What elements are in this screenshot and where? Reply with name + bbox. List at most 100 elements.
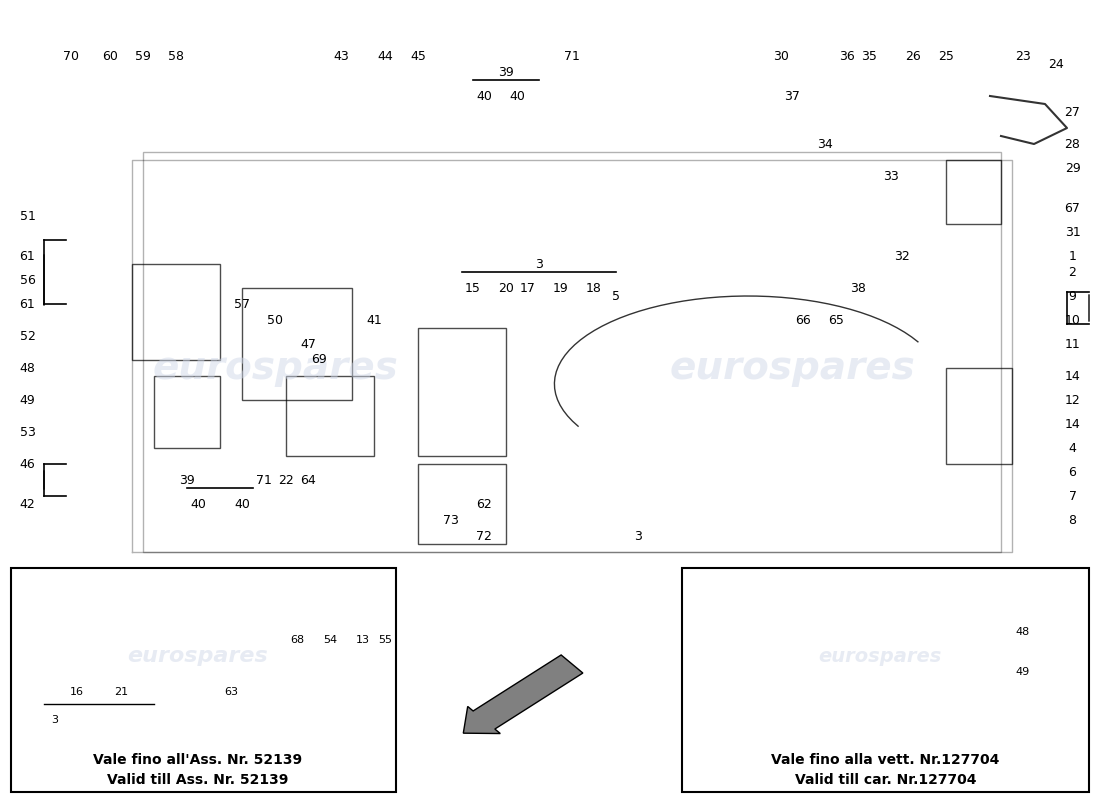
Text: 33: 33 [883, 170, 899, 182]
Text: 11: 11 [1065, 338, 1080, 350]
Bar [132, 264, 220, 360]
Text: 14: 14 [1065, 418, 1080, 430]
Bar [946, 160, 1001, 224]
Text: 20: 20 [498, 282, 514, 294]
Text: Vale fino all'Ass. Nr. 52139: Vale fino all'Ass. Nr. 52139 [94, 753, 302, 767]
Text: 35: 35 [861, 50, 877, 62]
Text: 49: 49 [20, 394, 35, 406]
Text: eurospares: eurospares [128, 646, 268, 666]
Bar [946, 368, 1012, 464]
Text: 62: 62 [476, 498, 492, 510]
Text: 3: 3 [634, 530, 642, 542]
Text: 66: 66 [795, 314, 811, 326]
Text: 53: 53 [20, 426, 35, 438]
Text: 4: 4 [1068, 442, 1077, 454]
Text: 61: 61 [20, 250, 35, 262]
Text: eurospares: eurospares [818, 646, 942, 666]
Text: 54: 54 [323, 635, 337, 645]
Text: 24: 24 [1048, 58, 1064, 70]
Text: 39: 39 [179, 474, 195, 486]
Text: 40: 40 [509, 90, 525, 102]
Text: 16: 16 [70, 687, 84, 697]
Text: 36: 36 [839, 50, 855, 62]
Text: 59: 59 [135, 50, 151, 62]
Text: 29: 29 [1065, 162, 1080, 174]
Text: 3: 3 [52, 715, 58, 725]
Text: 64: 64 [300, 474, 316, 486]
Text: 40: 40 [476, 90, 492, 102]
Text: 26: 26 [905, 50, 921, 62]
Text: 13: 13 [356, 635, 370, 645]
Text: 63: 63 [224, 687, 238, 697]
FancyArrow shape [463, 655, 583, 734]
Text: 5: 5 [612, 290, 620, 302]
Text: 65: 65 [828, 314, 844, 326]
Text: 68: 68 [290, 635, 304, 645]
Text: 25: 25 [938, 50, 954, 62]
Text: 12: 12 [1065, 394, 1080, 406]
Bar [11, 568, 396, 792]
Text: 48: 48 [1016, 627, 1030, 637]
Text: 39: 39 [498, 66, 514, 78]
Text: 43: 43 [333, 50, 349, 62]
Bar [143, 152, 1001, 552]
Text: 41: 41 [366, 314, 382, 326]
Bar [418, 464, 506, 544]
Text: 19: 19 [553, 282, 569, 294]
Text: 67: 67 [1065, 202, 1080, 214]
Text: 10: 10 [1065, 314, 1080, 326]
Text: 72: 72 [476, 530, 492, 542]
Text: 3: 3 [535, 258, 543, 270]
Text: 50: 50 [267, 314, 283, 326]
Text: 46: 46 [20, 458, 35, 470]
Text: 7: 7 [1068, 490, 1077, 502]
Bar [242, 288, 352, 400]
Text: 9: 9 [1068, 290, 1077, 302]
Text: 42: 42 [20, 498, 35, 510]
Text: 31: 31 [1065, 226, 1080, 238]
Text: 51: 51 [20, 210, 35, 222]
Text: 17: 17 [520, 282, 536, 294]
Text: 40: 40 [234, 498, 250, 510]
Text: 23: 23 [1015, 50, 1031, 62]
Text: 61: 61 [20, 298, 35, 310]
Bar [682, 568, 1089, 792]
Bar [154, 376, 220, 448]
Text: 15: 15 [465, 282, 481, 294]
Text: 60: 60 [102, 50, 118, 62]
Text: eurospares: eurospares [152, 349, 398, 387]
Text: 22: 22 [278, 474, 294, 486]
Text: 14: 14 [1065, 370, 1080, 382]
Text: 28: 28 [1065, 138, 1080, 150]
Bar [418, 328, 506, 456]
Text: Valid till car. Nr.127704: Valid till car. Nr.127704 [794, 773, 977, 787]
Text: 71: 71 [564, 50, 580, 62]
Text: 37: 37 [784, 90, 800, 102]
Text: 44: 44 [377, 50, 393, 62]
Text: 57: 57 [234, 298, 250, 310]
Text: 70: 70 [64, 50, 79, 62]
Text: 56: 56 [20, 274, 35, 286]
Text: Vale fino alla vett. Nr.127704: Vale fino alla vett. Nr.127704 [771, 753, 1000, 767]
Text: Valid till Ass. Nr. 52139: Valid till Ass. Nr. 52139 [108, 773, 288, 787]
Text: 18: 18 [586, 282, 602, 294]
Text: 1: 1 [1068, 250, 1077, 262]
Text: 71: 71 [256, 474, 272, 486]
Text: eurospares: eurospares [669, 349, 915, 387]
Text: 27: 27 [1065, 106, 1080, 118]
Text: 2: 2 [1068, 266, 1077, 278]
Text: 6: 6 [1068, 466, 1077, 478]
Text: 38: 38 [850, 282, 866, 294]
Text: 55: 55 [378, 635, 392, 645]
Text: 52: 52 [20, 330, 35, 342]
Text: 21: 21 [114, 687, 128, 697]
Bar [286, 376, 374, 456]
Text: 58: 58 [168, 50, 184, 62]
Text: 47: 47 [300, 338, 316, 350]
Text: 48: 48 [20, 362, 35, 374]
Text: 34: 34 [817, 138, 833, 150]
Text: 40: 40 [190, 498, 206, 510]
Text: 8: 8 [1068, 514, 1077, 526]
Text: 45: 45 [410, 50, 426, 62]
Text: 49: 49 [1016, 667, 1030, 677]
